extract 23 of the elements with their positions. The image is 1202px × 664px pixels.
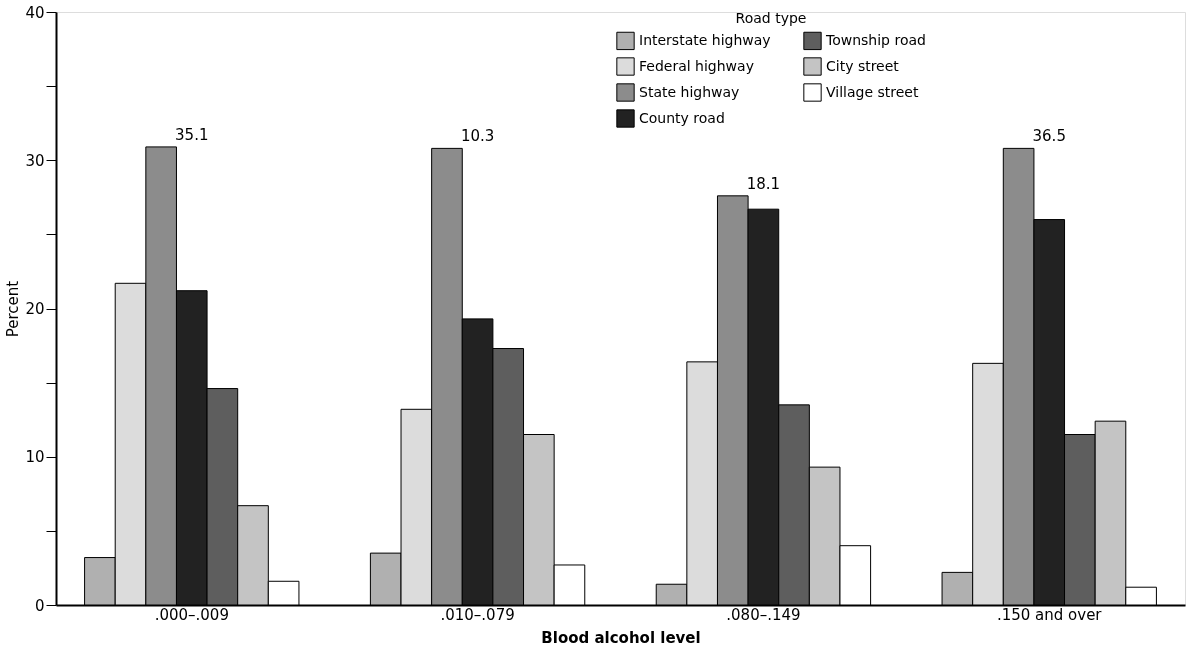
- legend-label: Interstate highway: [639, 31, 771, 48]
- annotation: 36.5: [1032, 127, 1066, 146]
- y-tick-label: 10: [25, 448, 45, 467]
- x-tick-label: .000–.009: [154, 605, 229, 624]
- y-tick-label: 40: [25, 3, 45, 22]
- annotation: 18.1: [746, 174, 781, 193]
- x-axis-title: Blood alcohol level: [541, 628, 701, 647]
- legend-title: Road type: [735, 10, 807, 26]
- annotation: 10.3: [460, 127, 495, 146]
- legend-label: Federal highway: [639, 57, 754, 74]
- x-tick-label: .080–.149: [726, 605, 801, 624]
- legend-label: Township road: [825, 31, 926, 48]
- legend-label: City street: [826, 57, 900, 74]
- y-tick-label: 30: [25, 151, 45, 170]
- y-tick-label: 20: [25, 300, 45, 318]
- x-tick-label: .010–.079: [440, 605, 515, 624]
- y-tick-label: 0: [34, 596, 45, 615]
- legend-label: County road: [639, 109, 725, 126]
- y-axis-title: Percent: [4, 280, 23, 338]
- x-tick-label: .150 and over: [996, 605, 1103, 624]
- annotation: 35.1: [175, 125, 209, 144]
- legend-label: State highway: [639, 83, 740, 100]
- legend-label: Village street: [826, 83, 919, 100]
